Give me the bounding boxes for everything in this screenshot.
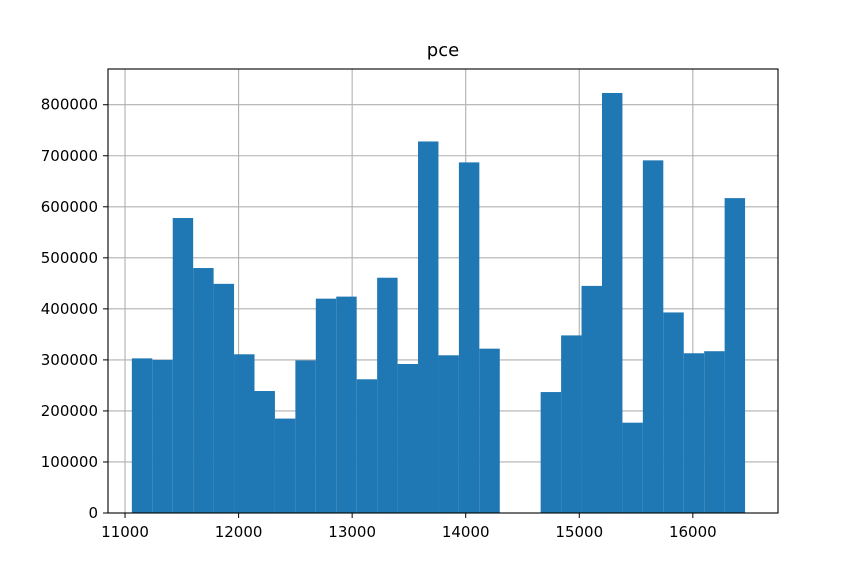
histogram-bar xyxy=(540,392,562,513)
y-tick-label: 700000 xyxy=(41,147,98,165)
histogram-bar xyxy=(438,355,459,513)
x-tick-label: 16000 xyxy=(669,523,717,541)
histogram-bar xyxy=(172,218,194,513)
histogram-bar xyxy=(295,360,316,513)
y-tick-label: 500000 xyxy=(41,249,98,267)
histogram-bar xyxy=(622,422,643,513)
x-axis-ticks: 11000 12000 13000 14000 15000 16000 xyxy=(101,513,717,541)
histogram-bar xyxy=(704,351,725,513)
histogram-bar xyxy=(234,354,255,513)
histogram-bar xyxy=(724,198,746,513)
axes-frame xyxy=(107,68,779,514)
y-tick-label: 300000 xyxy=(41,351,98,369)
histogram-bar xyxy=(663,312,684,513)
y-tick-label: 0 xyxy=(88,504,98,522)
x-tick-label: 13000 xyxy=(328,523,376,541)
y-tick-label: 600000 xyxy=(41,198,98,216)
x-tick-label: 15000 xyxy=(555,523,603,541)
histogram-bar xyxy=(458,162,480,513)
x-tick-label: 12000 xyxy=(215,523,263,541)
histogram-bar xyxy=(683,353,705,513)
x-tick-label: 14000 xyxy=(442,523,490,541)
y-tick-label: 100000 xyxy=(41,453,98,471)
x-tick-label: 11000 xyxy=(101,523,149,541)
histogram-bar xyxy=(601,92,623,513)
histogram-bar xyxy=(315,298,337,513)
histogram-bar xyxy=(213,283,235,513)
histogram-bar xyxy=(642,160,664,513)
histogram-bar xyxy=(131,358,153,513)
y-axis-ticks: 0 100000 200000 300000 400000 500000 600000 700… xyxy=(41,96,108,522)
histogram-bar xyxy=(479,348,500,513)
histogram-bar xyxy=(193,268,214,513)
histogram-bar xyxy=(377,277,398,513)
histogram-bar xyxy=(152,359,173,513)
chart-title: pce xyxy=(427,40,459,61)
histogram-bar xyxy=(397,363,419,513)
histogram-bar xyxy=(561,335,582,513)
histogram-bar xyxy=(581,285,602,513)
histogram-bar xyxy=(274,418,296,513)
y-tick-label: 800000 xyxy=(41,96,98,114)
y-tick-label: 200000 xyxy=(41,402,98,420)
histogram-bar xyxy=(336,296,357,513)
histogram-bar xyxy=(418,141,439,513)
y-tick-label: 400000 xyxy=(41,300,98,318)
histogram-bars xyxy=(131,92,746,513)
histogram-bar xyxy=(254,391,275,513)
histogram-bar xyxy=(356,379,378,513)
